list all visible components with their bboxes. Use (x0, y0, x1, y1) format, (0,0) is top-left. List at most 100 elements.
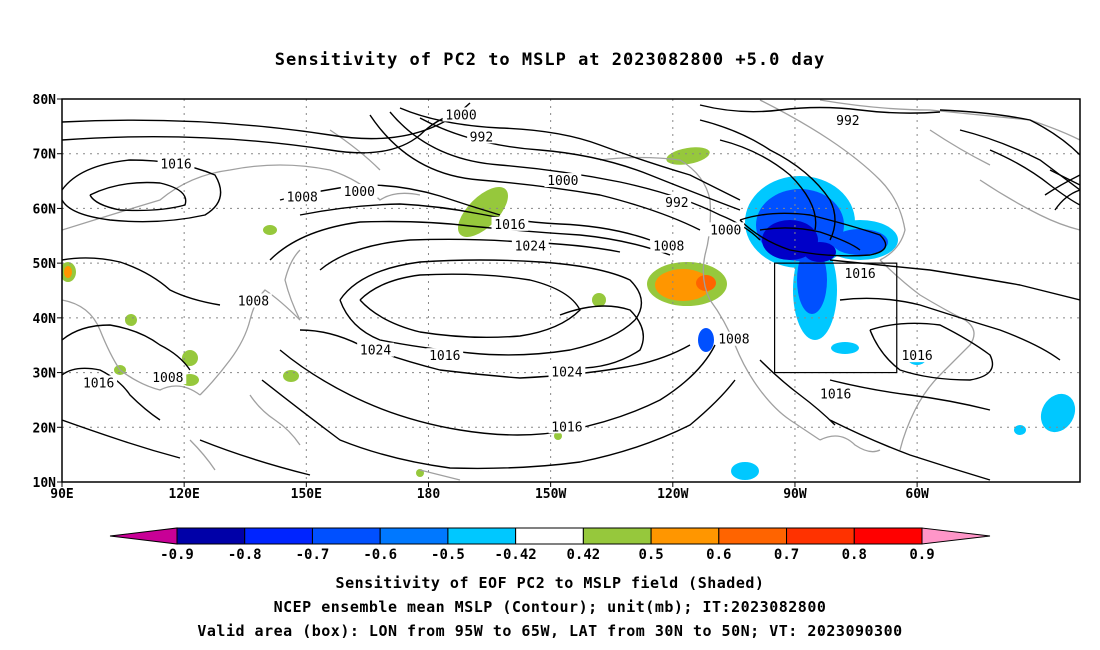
mslp-contour (869, 322, 994, 381)
mslp-contour (62, 367, 161, 421)
colorbar-label: 0.7 (774, 547, 799, 563)
colorbar-label: 0.5 (638, 547, 663, 563)
contour-label: 992 (836, 114, 859, 129)
contour-label: 1016 (160, 158, 191, 173)
contour-label-bg (841, 266, 879, 281)
contour-label: 1024 (551, 366, 582, 381)
colorbar-segment (786, 527, 855, 545)
contour-label-bg (650, 238, 688, 253)
lon-tick-label: 60W (905, 487, 929, 502)
mslp-contour (989, 149, 1080, 206)
colorbar-segment (311, 527, 381, 545)
figure-title: Sensitivity of PC2 to MSLP at 2023082800… (274, 50, 826, 70)
shade-blob-neg (1040, 393, 1076, 433)
contour-label: 1000 (547, 174, 578, 189)
contour-label: 1008 (653, 240, 684, 255)
contour-label-bg (898, 348, 936, 363)
contour-label-bg (833, 112, 863, 127)
shade-blob-pos (696, 275, 716, 291)
contour-label: 992 (665, 196, 688, 211)
mslp-contour (1054, 189, 1080, 211)
contour-label: 1008 (152, 371, 183, 386)
contour-label-bg (715, 331, 753, 346)
coastline (819, 99, 1080, 141)
mslp-contour (699, 119, 836, 241)
lat-tick-label: 10N (33, 476, 57, 491)
mslp-contour (389, 111, 761, 241)
contour-label-bg (442, 107, 480, 122)
contour-label-bg (149, 370, 187, 385)
lon-tick-label: 90E (50, 487, 73, 502)
contour-label-bg (357, 342, 394, 357)
lon-tick-label: 180 (417, 487, 441, 502)
contour-labels: 1000 992 992 1016 1008 1000 1000 992 1016 1024 100… (80, 107, 936, 435)
mslp-contours (62, 102, 1080, 481)
shade-blob-neg (762, 220, 818, 260)
coastline (329, 129, 381, 171)
mslp-contour (399, 107, 741, 201)
contour-label: 1008 (287, 190, 318, 205)
mslp-contour (62, 102, 471, 140)
mslp-contour (62, 159, 222, 223)
mslp-contour (199, 439, 311, 476)
sensitivity-shading (62, 147, 1076, 480)
contour-label-bg (426, 348, 464, 363)
coastline (62, 299, 201, 396)
shade-blob-neg (831, 342, 859, 354)
lat-tick-label: 60N (33, 202, 57, 217)
lat-tick-label: 70N (33, 148, 57, 163)
valid-area-box (773, 262, 898, 374)
mslp-contour (1044, 169, 1080, 196)
colorbar-label: -0.6 (363, 547, 397, 563)
colorbar: -0.9 -0.8 -0.7 -0.6 -0.5 -0.42 0.42 0.5 0.6 0.7 0.… (109, 527, 991, 563)
colorbar-segment (582, 527, 652, 545)
colorbar-segment (853, 527, 923, 545)
contour-label-bg (544, 173, 582, 188)
lat-tick-label: 40N (33, 312, 57, 327)
mslp-contour (719, 139, 817, 231)
colorbar-segment (650, 527, 720, 545)
caption-line-3: Valid area (box): LON from 95W to 65W, L… (197, 622, 903, 640)
mslp-contour (269, 220, 671, 261)
caption-line-1: Sensitivity of EOF PC2 to MSLP field (Sh… (335, 574, 765, 592)
coastline (62, 164, 421, 231)
coastline (899, 374, 941, 451)
mslp-contour (369, 114, 701, 231)
coastline (419, 469, 461, 481)
mslp-contour (62, 324, 191, 371)
shade-blob-pos (592, 293, 606, 307)
colorbar-label: -0.42 (495, 547, 537, 563)
mslp-contour (299, 203, 651, 241)
contour-label: 1016 (844, 267, 875, 282)
mslp-contour (339, 259, 643, 321)
colorbar-segment (244, 527, 313, 545)
mslp-contour (939, 109, 1080, 156)
mslp-contour (319, 238, 621, 271)
lon-tick-label: 150W (535, 487, 566, 502)
contour-label: 1016 (494, 218, 525, 233)
mslp-contour (559, 305, 644, 369)
mslp-contour (739, 212, 887, 257)
shade-blob-pos (182, 350, 198, 366)
contour-label-bg (817, 386, 855, 401)
mslp-contour (62, 257, 221, 306)
shade-blob-pos (458, 187, 508, 237)
coastline (199, 289, 301, 396)
mslp-contour (759, 227, 861, 251)
mslp-contour (829, 379, 991, 411)
contour-label-bg (662, 194, 692, 209)
contour-label: 1008 (718, 333, 749, 348)
contour-label: 1016 (901, 349, 932, 364)
coastline (759, 99, 906, 261)
coastline (189, 439, 216, 471)
shade-blob-pos (666, 147, 710, 165)
shade-blob-pos (64, 266, 72, 278)
valid-area-rect (773, 262, 898, 374)
shade-blob-pos (263, 225, 277, 235)
mslp-contour (359, 273, 581, 339)
lon-tick-label: 150E (291, 487, 322, 502)
contour-label: 1000 (445, 108, 476, 123)
contour-label: 1016 (820, 387, 851, 402)
